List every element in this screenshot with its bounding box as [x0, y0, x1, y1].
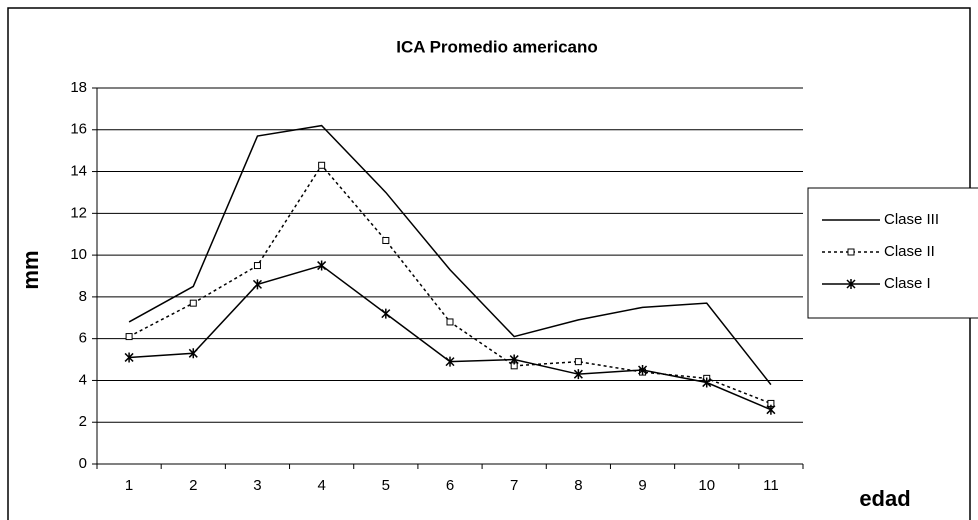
chart-title: ICA Promedio americano	[396, 37, 598, 56]
legend-label: Clase III	[884, 211, 939, 228]
marker	[638, 365, 648, 375]
marker	[318, 161, 326, 169]
marker	[847, 248, 855, 256]
y-tick-label: 0	[79, 455, 87, 472]
marker	[253, 262, 261, 270]
marker	[252, 279, 262, 290]
x-tick-label: 8	[574, 477, 582, 494]
x-tick-label: 2	[189, 477, 197, 494]
x-tick-label: 11	[763, 477, 779, 494]
y-tick-label: 10	[70, 246, 87, 263]
marker	[573, 369, 583, 380]
x-tick-label: 9	[638, 477, 646, 494]
x-tick-label: 3	[253, 477, 261, 494]
marker	[382, 236, 390, 244]
y-tick-label: 2	[79, 413, 87, 430]
legend-box	[807, 187, 978, 319]
x-tick-label: 4	[317, 477, 325, 494]
x-tick-label: 7	[510, 477, 518, 494]
x-axis-title: edad	[859, 486, 910, 511]
marker	[702, 377, 712, 388]
y-tick-label: 18	[70, 79, 87, 96]
marker	[317, 260, 327, 271]
y-tick-label: 16	[70, 121, 87, 138]
legend-label: Clase I	[884, 275, 931, 292]
y-tick-label: 12	[70, 204, 87, 221]
marker	[766, 404, 776, 415]
marker	[189, 299, 197, 307]
marker	[446, 318, 454, 326]
marker	[846, 279, 856, 289]
marker	[381, 308, 391, 319]
legend-label: Clase II	[884, 243, 935, 260]
y-tick-label: 8	[79, 288, 87, 305]
y-tick-label: 14	[70, 163, 87, 180]
y-axis-title: mm	[18, 250, 43, 289]
x-tick-label: 10	[698, 477, 715, 494]
marker	[445, 356, 455, 367]
x-tick-label: 1	[125, 477, 133, 494]
marker	[125, 333, 133, 341]
series-line	[128, 124, 772, 386]
marker	[124, 352, 134, 363]
marker	[188, 348, 198, 359]
x-tick-label: 5	[382, 477, 390, 494]
marker	[509, 354, 519, 365]
marker	[574, 358, 582, 366]
y-tick-label: 6	[79, 330, 87, 347]
y-tick-label: 4	[79, 371, 87, 388]
x-tick-label: 6	[446, 477, 454, 494]
